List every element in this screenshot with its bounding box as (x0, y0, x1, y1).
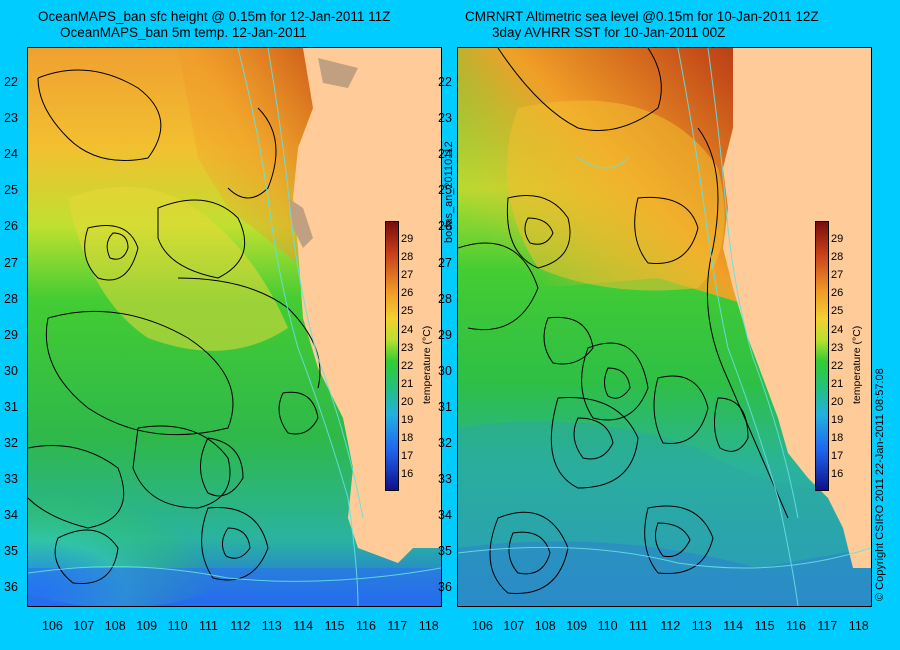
left-lon-tick: 118 (418, 619, 439, 633)
right-lat-tick: 27 (438, 255, 452, 270)
left-lat-tick: 25 (4, 183, 18, 198)
right-colorbar-tick: 22 (831, 359, 844, 372)
left-lon-tick: 111 (199, 619, 219, 633)
left-lon-tick: 115 (324, 619, 345, 633)
left-lon-tick: 107 (73, 619, 95, 633)
left-colorbar-tick: 20 (401, 395, 414, 408)
right-lat-tick: 25 (438, 183, 452, 198)
right-colorbar-tick: 28 (831, 251, 844, 264)
left-map-panel (27, 47, 442, 607)
left-lon-tick: 112 (230, 619, 251, 633)
left-lon-tick: 109 (136, 619, 158, 633)
right-lon-tick: 112 (660, 619, 681, 633)
right-colorbar-tick: 19 (831, 414, 844, 426)
right-lat-tick: 28 (438, 291, 452, 306)
right-colorbar-tick: 29 (831, 233, 844, 245)
left-lon-tick: 114 (293, 619, 314, 633)
right-title-line2: 3day AVHRR SST for 10-Jan-2011 00Z (492, 25, 726, 40)
right-lon-tick: 109 (566, 619, 588, 633)
right-colorbar-tick: 20 (831, 395, 844, 408)
right-colorbar-tick: 26 (831, 287, 844, 300)
left-lat-tick: 29 (4, 327, 18, 342)
right-colorbar-tick: 24 (831, 323, 844, 336)
left-colorbar-tick: 23 (401, 341, 414, 354)
left-colorbar-tick: 29 (401, 233, 414, 245)
left-title-line2: OceanMAPS_ban 5m temp. 12-Jan-2011 (60, 25, 307, 40)
right-lat-tick: 22 (438, 75, 452, 89)
left-lat-tick: 28 (4, 291, 18, 306)
left-lat-tick: 35 (4, 544, 18, 559)
right-colorbar-tick: 23 (831, 341, 844, 354)
left-colorbar-tick: 24 (401, 323, 414, 336)
right-lat-tick: 23 (438, 111, 452, 126)
right-lat-tick: 34 (438, 508, 452, 523)
left-lat-tick: 36 (4, 580, 18, 595)
left-lat-tick: 33 (4, 472, 18, 487)
left-colorbar-ramp (385, 221, 399, 491)
left-colorbar-tick: 25 (401, 305, 414, 318)
left-colorbar-tick: 27 (401, 269, 414, 282)
right-colorbar-ramp (815, 221, 829, 491)
left-lat-tick: 32 (4, 436, 18, 450)
right-lon-tick: 106 (472, 619, 493, 633)
right-lat-tick: 36 (438, 580, 452, 595)
left-colorbar-tick: 28 (401, 251, 414, 264)
right-lon-tick: 115 (754, 619, 775, 633)
left-colorbar-tick: 22 (401, 359, 414, 372)
copyright-text: © Copyright CSIRO 2011 22-Jan-2011 08:57… (874, 368, 886, 601)
left-lon-tick: 116 (356, 619, 376, 633)
left-lat-tick: 24 (4, 147, 18, 162)
right-lat-tick: 30 (438, 363, 452, 378)
right-colorbar-tick: 16 (831, 468, 844, 481)
right-lon-tick: 111 (629, 619, 649, 633)
left-colorbar-tick: 16 (401, 468, 414, 481)
right-lon-tick: 113 (691, 619, 712, 633)
right-map-panel (457, 47, 872, 607)
right-sst-map (458, 48, 871, 606)
left-colorbar-tick: 18 (401, 432, 414, 445)
left-colorbar-tick: 19 (401, 414, 414, 426)
right-colorbar-tick: 17 (831, 450, 844, 463)
left-lon-tick: 108 (104, 619, 126, 633)
right-lon-tick: 116 (786, 619, 806, 633)
right-title-line1: CMRNRT Altimetric sea level @0.15m for 1… (465, 9, 819, 24)
right-lat-tick: 26 (438, 219, 452, 234)
right-lon-tick: 114 (723, 619, 744, 633)
left-colorbar-tick: 26 (401, 287, 414, 300)
right-lat-tick: 35 (438, 544, 452, 559)
left-lat-tick: 30 (4, 363, 18, 378)
left-lat-tick: 34 (4, 508, 18, 523)
right-lat-tick: 32 (438, 436, 452, 450)
right-colorbar-tick: 21 (831, 377, 844, 390)
right-colorbar-tick: 18 (831, 432, 844, 445)
right-lon-tick: 108 (534, 619, 556, 633)
right-colorbar-tick: 25 (831, 305, 844, 318)
right-colorbar-label: temperature (°C) (851, 325, 863, 404)
left-colorbar-tick: 17 (401, 450, 414, 463)
left-lon-tick: 110 (167, 619, 188, 633)
right-lat-tick: 33 (438, 472, 452, 487)
left-lon-tick: 106 (42, 619, 63, 633)
left-colorbar-label: temperature (°C) (421, 325, 433, 404)
left-lat-tick: 27 (4, 255, 18, 270)
left-sst-map (28, 48, 441, 606)
right-lon-tick: 110 (597, 619, 618, 633)
right-lat-tick: 31 (438, 399, 452, 414)
right-lon-tick: 117 (817, 619, 838, 633)
right-lat-tick: 29 (438, 327, 452, 342)
left-lat-tick: 22 (4, 75, 18, 89)
left-lat-tick: 31 (4, 399, 18, 414)
right-colorbar-tick: 27 (831, 269, 844, 282)
left-lat-tick: 23 (4, 111, 18, 126)
left-lon-tick: 117 (387, 619, 408, 633)
right-lon-tick: 107 (503, 619, 525, 633)
left-title-line1: OceanMAPS_ban sfc height @ 0.15m for 12-… (38, 9, 391, 24)
left-lon-tick: 113 (261, 619, 282, 633)
right-lon-tick: 118 (848, 619, 869, 633)
right-lat-tick: 24 (438, 147, 452, 162)
left-colorbar-tick: 21 (401, 377, 414, 390)
left-lat-tick: 26 (4, 219, 18, 234)
